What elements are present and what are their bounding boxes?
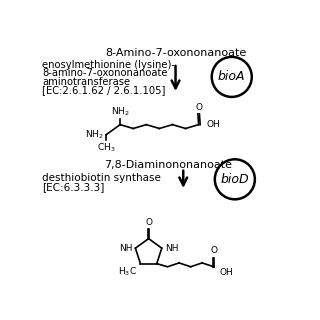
Text: OH: OH <box>220 268 234 277</box>
Text: NH$_2$: NH$_2$ <box>111 105 129 118</box>
Text: bioA: bioA <box>218 70 245 84</box>
Text: NH: NH <box>165 244 178 253</box>
Text: 8-amino-7-oxononanoate: 8-amino-7-oxononanoate <box>42 68 168 78</box>
Text: [EC:2.6.1.62 / 2.6.1.105]: [EC:2.6.1.62 / 2.6.1.105] <box>42 85 166 95</box>
Text: 8-Amino-7-oxononanoate: 8-Amino-7-oxononanoate <box>105 48 246 58</box>
Text: bioD: bioD <box>220 173 249 186</box>
Text: O: O <box>210 246 217 255</box>
Text: 7,8-Diaminononanoate: 7,8-Diaminononanoate <box>104 160 232 170</box>
Text: [EC:6.3.3.3]: [EC:6.3.3.3] <box>42 182 105 192</box>
Text: O: O <box>195 103 202 112</box>
Text: aminotransferase: aminotransferase <box>42 77 131 87</box>
Text: CH$_3$: CH$_3$ <box>97 141 116 154</box>
Text: OH: OH <box>206 120 220 129</box>
Text: desthiobiotin synthase: desthiobiotin synthase <box>42 173 161 183</box>
Text: NH: NH <box>119 244 132 253</box>
Text: NH$_2$: NH$_2$ <box>85 128 104 141</box>
Text: O: O <box>145 218 152 227</box>
Text: H$_3$C: H$_3$C <box>118 265 137 278</box>
Text: enosylmethionine (lysine)-: enosylmethionine (lysine)- <box>42 60 175 70</box>
